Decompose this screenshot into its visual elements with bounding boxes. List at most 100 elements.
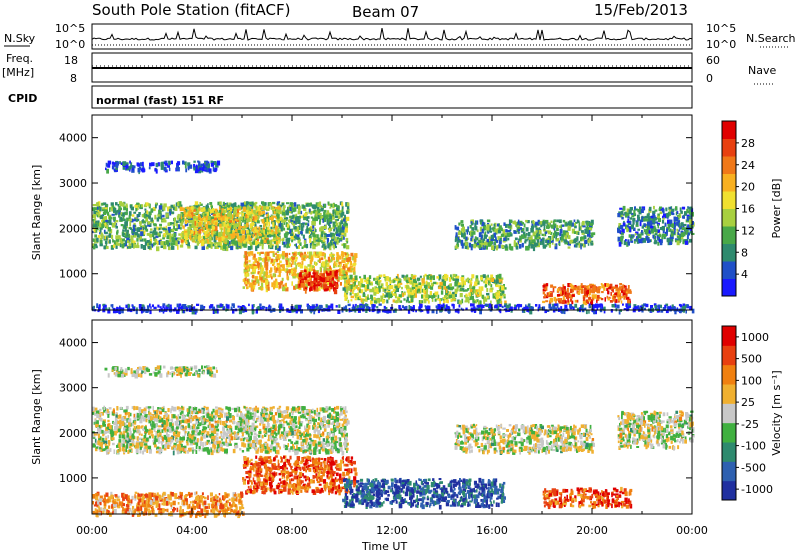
data-cell [159,223,162,227]
data-cell [178,237,182,240]
data-cell [219,209,222,213]
data-cell [297,210,301,215]
data-cell [317,259,320,263]
data-cell [271,208,275,211]
data-cell [669,206,672,211]
data-cell [323,211,326,216]
data-cell [234,228,238,232]
data-cell [584,307,587,311]
data-cell [294,273,298,278]
data-cell [504,246,509,251]
data-cell [596,296,600,301]
data-cell [629,207,633,211]
data-cell [394,300,397,303]
data-cell [194,168,199,174]
data-cell [157,232,161,237]
data-cell [320,206,324,212]
data-cell [245,238,249,242]
data-cell [186,206,189,210]
data-cell [111,245,115,248]
data-cell [266,214,268,217]
data-cell [337,215,341,219]
data-cell [480,286,484,291]
data-cell [105,204,109,207]
data-cell [634,233,637,236]
data-cell [685,212,687,216]
data-cell [202,227,206,230]
data-cell [373,297,376,301]
data-cell [588,221,591,224]
data-cell [319,266,322,272]
data-cell [443,278,447,283]
data-cell [230,214,234,220]
data-cell [296,246,299,249]
data-cell [251,204,254,209]
data-cell [246,281,250,285]
data-cell [478,239,482,243]
data-cell [187,241,190,246]
cpid-strip-frame [91,85,693,109]
data-cell [508,243,512,249]
data-cell [148,211,152,216]
data-cell [163,233,166,238]
data-cell [682,239,685,245]
data-cell [415,289,417,294]
data-cell [180,223,183,227]
data-cell [218,211,222,215]
data-cell [656,236,659,239]
data-cell [476,299,479,302]
data-cell [382,299,385,304]
data-cell [471,295,474,300]
data-cell [245,281,248,287]
data-cell [233,220,236,225]
data-cell [525,232,528,236]
data-cell [588,237,592,242]
data-cell [338,261,342,266]
data-cell [236,223,239,227]
data-cell [559,228,563,234]
data-cell [514,237,518,241]
data-cell [385,292,388,298]
data-cell [183,207,187,211]
data-cell [532,231,536,236]
data-cell [108,239,111,244]
data-cell [588,297,592,300]
data-cell [339,271,342,277]
data-cell [541,240,545,245]
data-cell [276,244,279,249]
data-cell [195,164,198,169]
data-cell [301,246,304,249]
data-cell [499,286,502,292]
data-cell [643,217,646,221]
data-cell [241,230,246,235]
data-cell [169,211,172,216]
data-cell [671,212,675,216]
data-cell [543,225,546,231]
data-cell [286,202,290,205]
data-cell [177,213,180,218]
data-cell [424,291,428,295]
nave-hi-tick: 60 [706,54,720,67]
data-cell [292,210,295,213]
data-cell [578,240,581,244]
data-cell [123,243,127,247]
data-cell [499,236,503,240]
data-cell [206,168,210,173]
data-cell [236,219,240,222]
data-cell [665,232,668,235]
data-cell [99,243,103,247]
data-cell [357,292,360,296]
data-cell [189,215,192,218]
data-cell [307,202,311,207]
data-cell [437,294,440,299]
data-cell [105,245,109,249]
data-cell [243,243,247,248]
data-cell [302,234,305,239]
data-cell [314,274,317,278]
data-cell [194,235,198,240]
data-cell [365,280,369,284]
data-cell [122,229,125,232]
data-cell [454,288,458,293]
data-cell [100,214,104,219]
data-cell [252,261,255,265]
